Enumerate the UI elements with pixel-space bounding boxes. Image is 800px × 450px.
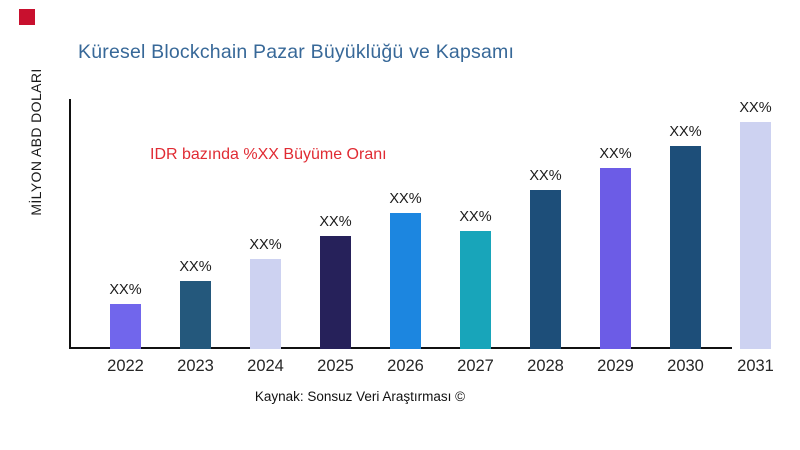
x-tick-label-2029: 2029	[597, 357, 634, 375]
bar-value-label-2026: XX%	[389, 191, 422, 207]
bar-value-label-2030: XX%	[669, 124, 702, 140]
bar-value-label-2023: XX%	[179, 259, 212, 275]
bar-2025	[320, 236, 351, 349]
bar-2022	[110, 304, 141, 349]
y-axis-label: MİLYON ABD DOLARI	[28, 68, 44, 216]
bar-value-label-2031: XX%	[739, 100, 772, 116]
bar-2029	[600, 168, 631, 349]
bar-value-label-2025: XX%	[319, 214, 352, 230]
x-tick-label-2026: 2026	[387, 357, 424, 375]
x-tick-label-2028: 2028	[527, 357, 564, 375]
brand-logo-square	[19, 9, 35, 25]
bar-value-label-2028: XX%	[529, 168, 562, 184]
chart-title: Küresel Blockchain Pazar Büyüklüğü ve Ka…	[78, 41, 515, 63]
bar-value-label-2029: XX%	[599, 146, 632, 162]
bar-value-label-2024: XX%	[249, 237, 282, 253]
x-tick-label-2030: 2030	[667, 357, 704, 375]
x-tick-label-2025: 2025	[317, 357, 354, 375]
bar-2030	[670, 146, 701, 349]
bar-value-label-2022: XX%	[109, 282, 142, 298]
bar-2028	[530, 190, 561, 349]
source-note: Kaynak: Sonsuz Veri Araştırması ©	[254, 389, 466, 404]
x-tick-label-2022: 2022	[107, 357, 144, 375]
bar-2026	[390, 213, 421, 349]
bar-2024	[250, 259, 281, 349]
x-tick-label-2024: 2024	[247, 357, 284, 375]
bar-2031	[740, 122, 771, 349]
x-tick-label-2031: 2031	[737, 357, 774, 375]
x-tick-label-2023: 2023	[177, 357, 214, 375]
x-tick-label-2027: 2027	[457, 357, 494, 375]
bar-2023	[180, 281, 211, 349]
bar-value-label-2027: XX%	[459, 209, 492, 225]
growth-rate-annotation: IDR bazında %XX Büyüme Oranı	[150, 146, 387, 163]
y-axis-line	[69, 99, 71, 349]
bar-2027	[460, 231, 491, 349]
